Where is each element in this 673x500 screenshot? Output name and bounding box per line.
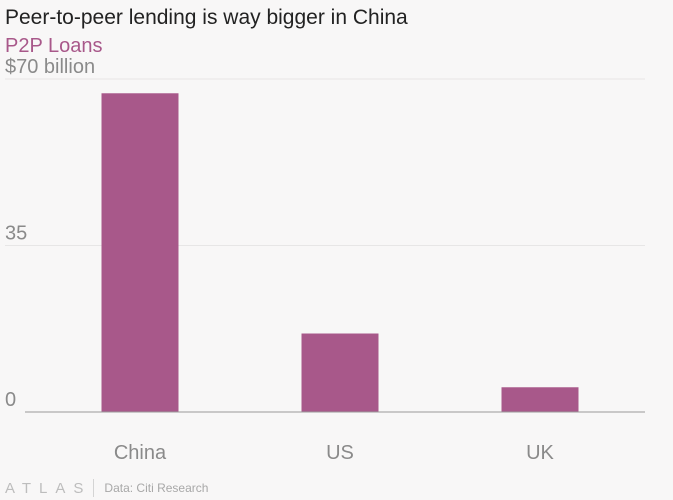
bar-china (101, 93, 179, 413)
bar-uk (501, 387, 579, 412)
y-tick-label: $70 billion (5, 56, 95, 78)
chart-subtitle: P2P Loans (5, 35, 103, 57)
source-note: Data: Citi Research (104, 481, 209, 495)
footer: ATLAS Data: Citi Research (5, 477, 208, 499)
x-tick-label: US (326, 442, 354, 464)
footer-divider (93, 479, 95, 497)
atlas-logo: ATLAS (5, 479, 92, 497)
x-tick-label: UK (526, 442, 554, 464)
y-tick-label: 35 (5, 223, 27, 245)
chart-title: Peer-to-peer lending is way bigger in Ch… (5, 6, 408, 29)
bar-chart: 0 35 $70 billion China US UK (5, 56, 645, 464)
bar-us (301, 333, 379, 412)
y-tick-label: 0 (5, 389, 16, 411)
x-tick-label: China (114, 442, 167, 464)
